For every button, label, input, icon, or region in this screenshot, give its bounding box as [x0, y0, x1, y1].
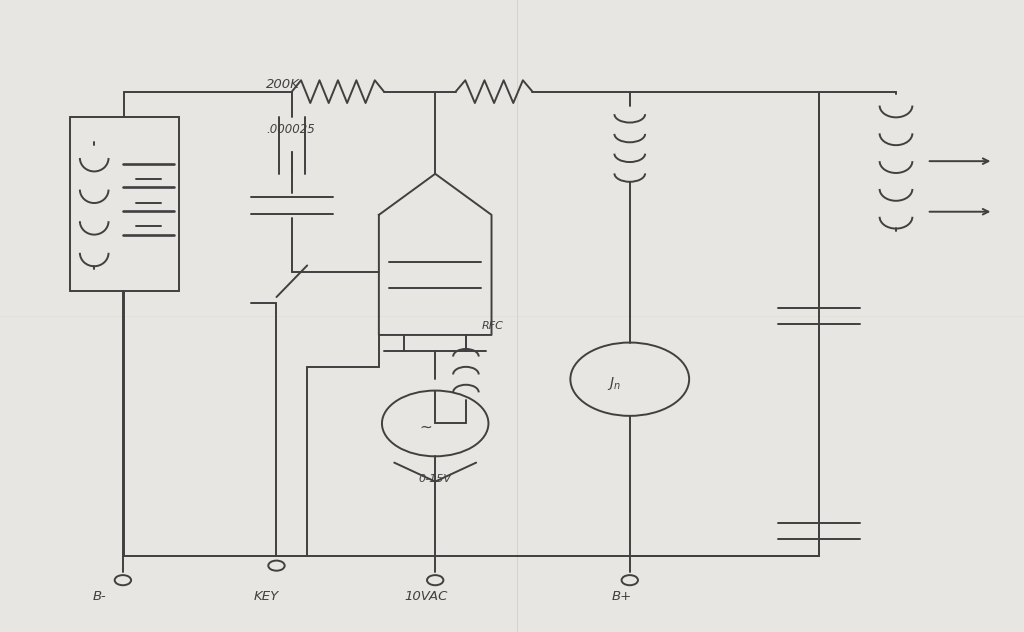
Text: $J_n$: $J_n$: [607, 375, 622, 392]
Text: 200K: 200K: [266, 78, 300, 92]
Text: RFC: RFC: [481, 320, 503, 331]
Text: .000025: .000025: [266, 123, 315, 136]
Text: B-: B-: [92, 590, 105, 604]
Text: 0-15V: 0-15V: [419, 473, 452, 483]
Text: $\sim$: $\sim$: [417, 419, 433, 434]
Text: B+: B+: [611, 590, 632, 604]
Text: 10VAC: 10VAC: [404, 590, 447, 604]
Text: KEY: KEY: [254, 590, 280, 604]
